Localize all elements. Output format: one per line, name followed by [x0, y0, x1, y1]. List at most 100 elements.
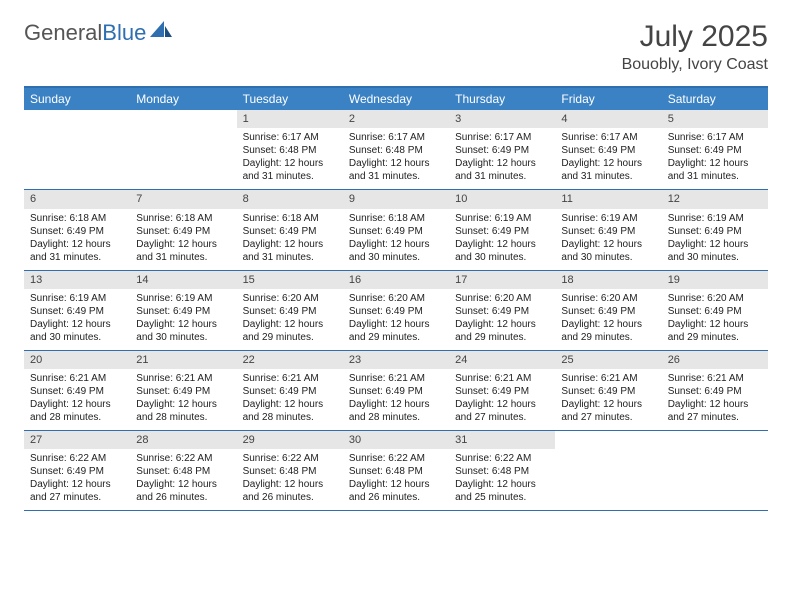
day-details: Sunrise: 6:21 AMSunset: 6:49 PMDaylight:… — [130, 369, 236, 430]
day-cell: 13Sunrise: 6:19 AMSunset: 6:49 PMDayligh… — [24, 271, 130, 350]
day-number: 21 — [130, 351, 236, 369]
sunset-text: Sunset: 6:48 PM — [349, 144, 443, 157]
title-block: July 2025 Bouobly, Ivory Coast — [622, 20, 768, 74]
sunrise-text: Sunrise: 6:17 AM — [349, 131, 443, 144]
sunrise-text: Sunrise: 6:18 AM — [243, 212, 337, 225]
day-header-tue: Tuesday — [237, 88, 343, 110]
week-row: 1Sunrise: 6:17 AMSunset: 6:48 PMDaylight… — [24, 110, 768, 190]
day-cell: 3Sunrise: 6:17 AMSunset: 6:49 PMDaylight… — [449, 110, 555, 189]
empty-cell — [130, 110, 236, 189]
day-number: 23 — [343, 351, 449, 369]
daylight-text: Daylight: 12 hours and 30 minutes. — [349, 238, 443, 264]
day-number: 18 — [555, 271, 661, 289]
sunrise-text: Sunrise: 6:20 AM — [349, 292, 443, 305]
day-cell: 14Sunrise: 6:19 AMSunset: 6:49 PMDayligh… — [130, 271, 236, 350]
daylight-text: Daylight: 12 hours and 28 minutes. — [349, 398, 443, 424]
daylight-text: Daylight: 12 hours and 25 minutes. — [455, 478, 549, 504]
day-cell: 9Sunrise: 6:18 AMSunset: 6:49 PMDaylight… — [343, 190, 449, 269]
sunrise-text: Sunrise: 6:22 AM — [349, 452, 443, 465]
day-cell: 27Sunrise: 6:22 AMSunset: 6:49 PMDayligh… — [24, 431, 130, 510]
day-cell: 28Sunrise: 6:22 AMSunset: 6:48 PMDayligh… — [130, 431, 236, 510]
day-cell: 20Sunrise: 6:21 AMSunset: 6:49 PMDayligh… — [24, 351, 130, 430]
day-number: 22 — [237, 351, 343, 369]
day-number: 5 — [662, 110, 768, 128]
brand-part1: General — [24, 20, 102, 45]
empty-cell — [555, 431, 661, 510]
day-details: Sunrise: 6:19 AMSunset: 6:49 PMDaylight:… — [555, 209, 661, 270]
daylight-text: Daylight: 12 hours and 31 minutes. — [349, 157, 443, 183]
day-number: 6 — [24, 190, 130, 208]
sunset-text: Sunset: 6:49 PM — [30, 465, 124, 478]
brand-text: GeneralBlue — [24, 20, 146, 46]
day-details: Sunrise: 6:18 AMSunset: 6:49 PMDaylight:… — [24, 209, 130, 270]
day-number: 15 — [237, 271, 343, 289]
day-details: Sunrise: 6:19 AMSunset: 6:49 PMDaylight:… — [130, 289, 236, 350]
sunrise-text: Sunrise: 6:21 AM — [30, 372, 124, 385]
sunrise-text: Sunrise: 6:21 AM — [243, 372, 337, 385]
daylight-text: Daylight: 12 hours and 31 minutes. — [561, 157, 655, 183]
day-details: Sunrise: 6:17 AMSunset: 6:48 PMDaylight:… — [237, 128, 343, 189]
daylight-text: Daylight: 12 hours and 29 minutes. — [561, 318, 655, 344]
daylight-text: Daylight: 12 hours and 27 minutes. — [561, 398, 655, 424]
day-details: Sunrise: 6:18 AMSunset: 6:49 PMDaylight:… — [343, 209, 449, 270]
sunrise-text: Sunrise: 6:19 AM — [561, 212, 655, 225]
sunset-text: Sunset: 6:49 PM — [349, 225, 443, 238]
sunset-text: Sunset: 6:48 PM — [243, 465, 337, 478]
sunrise-text: Sunrise: 6:17 AM — [668, 131, 762, 144]
calendar-grid: Sunday Monday Tuesday Wednesday Thursday… — [24, 86, 768, 511]
sunset-text: Sunset: 6:49 PM — [136, 385, 230, 398]
day-number: 9 — [343, 190, 449, 208]
sunset-text: Sunset: 6:49 PM — [30, 305, 124, 318]
sail-icon — [150, 21, 172, 39]
day-number: 13 — [24, 271, 130, 289]
day-header-thu: Thursday — [449, 88, 555, 110]
daylight-text: Daylight: 12 hours and 30 minutes. — [455, 238, 549, 264]
day-number: 4 — [555, 110, 661, 128]
sunset-text: Sunset: 6:49 PM — [136, 225, 230, 238]
sunrise-text: Sunrise: 6:21 AM — [668, 372, 762, 385]
location-text: Bouobly, Ivory Coast — [622, 56, 768, 74]
day-cell: 23Sunrise: 6:21 AMSunset: 6:49 PMDayligh… — [343, 351, 449, 430]
sunrise-text: Sunrise: 6:21 AM — [561, 372, 655, 385]
sunrise-text: Sunrise: 6:19 AM — [455, 212, 549, 225]
day-cell: 19Sunrise: 6:20 AMSunset: 6:49 PMDayligh… — [662, 271, 768, 350]
day-details: Sunrise: 6:17 AMSunset: 6:48 PMDaylight:… — [343, 128, 449, 189]
daylight-text: Daylight: 12 hours and 30 minutes. — [30, 318, 124, 344]
sunset-text: Sunset: 6:49 PM — [561, 305, 655, 318]
week-row: 27Sunrise: 6:22 AMSunset: 6:49 PMDayligh… — [24, 431, 768, 511]
day-cell: 25Sunrise: 6:21 AMSunset: 6:49 PMDayligh… — [555, 351, 661, 430]
sunset-text: Sunset: 6:49 PM — [668, 385, 762, 398]
day-details: Sunrise: 6:19 AMSunset: 6:49 PMDaylight:… — [24, 289, 130, 350]
month-title: July 2025 — [622, 20, 768, 54]
day-number: 17 — [449, 271, 555, 289]
sunset-text: Sunset: 6:49 PM — [243, 305, 337, 318]
day-header-row: Sunday Monday Tuesday Wednesday Thursday… — [24, 88, 768, 110]
sunset-text: Sunset: 6:49 PM — [561, 144, 655, 157]
day-number: 31 — [449, 431, 555, 449]
day-cell: 24Sunrise: 6:21 AMSunset: 6:49 PMDayligh… — [449, 351, 555, 430]
day-number: 2 — [343, 110, 449, 128]
sunset-text: Sunset: 6:49 PM — [455, 305, 549, 318]
day-cell: 31Sunrise: 6:22 AMSunset: 6:48 PMDayligh… — [449, 431, 555, 510]
day-cell: 18 Sunrise: 6:20 AMSunset: 6:49 PMDayligh… — [555, 271, 661, 350]
sunrise-text: Sunrise: 6:18 AM — [136, 212, 230, 225]
day-cell: 7Sunrise: 6:18 AMSunset: 6:49 PMDaylight… — [130, 190, 236, 269]
daylight-text: Daylight: 12 hours and 31 minutes. — [668, 157, 762, 183]
daylight-text: Daylight: 12 hours and 31 minutes. — [136, 238, 230, 264]
brand-part2: Blue — [102, 20, 146, 45]
sunrise-text: Sunrise: 6:17 AM — [243, 131, 337, 144]
day-details: Sunrise: 6:21 AMSunset: 6:49 PMDaylight:… — [662, 369, 768, 430]
day-number: 8 — [237, 190, 343, 208]
page-header: GeneralBlue July 2025 Bouobly, Ivory Coa… — [24, 20, 768, 74]
sunset-text: Sunset: 6:49 PM — [243, 385, 337, 398]
day-cell: 10Sunrise: 6:19 AMSunset: 6:49 PMDayligh… — [449, 190, 555, 269]
day-cell: 22Sunrise: 6:21 AMSunset: 6:49 PMDayligh… — [237, 351, 343, 430]
sunset-text: Sunset: 6:48 PM — [136, 465, 230, 478]
sunset-text: Sunset: 6:49 PM — [668, 225, 762, 238]
day-header-sat: Saturday — [662, 88, 768, 110]
day-details: Sunrise: 6:22 AMSunset: 6:48 PMDaylight:… — [237, 449, 343, 510]
sunrise-text: Sunrise: 6:20 AM — [561, 292, 655, 305]
day-details: Sunrise: 6:18 AMSunset: 6:49 PMDaylight:… — [237, 209, 343, 270]
day-cell: 12Sunrise: 6:19 AMSunset: 6:49 PMDayligh… — [662, 190, 768, 269]
sunrise-text: Sunrise: 6:20 AM — [243, 292, 337, 305]
